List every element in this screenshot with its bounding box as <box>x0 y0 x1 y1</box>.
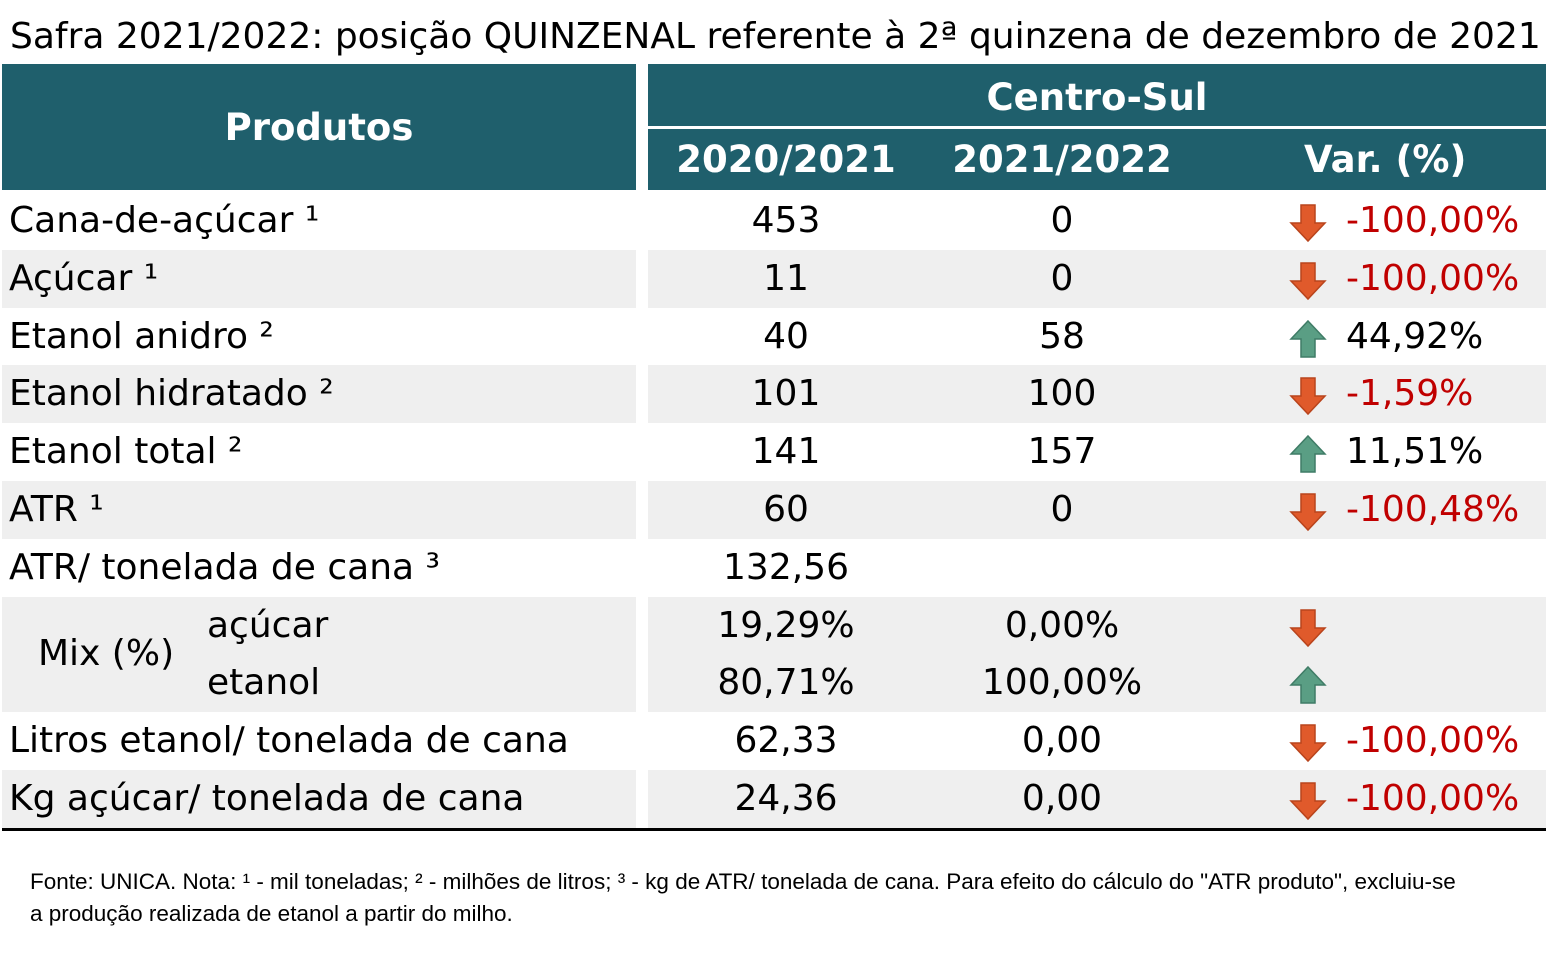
row-label: Cana-de-açúcar ¹ <box>9 200 320 241</box>
row-label: ATR/ tonelada de cana ³ <box>9 546 440 588</box>
mix-value-2020: 80,71% <box>717 662 855 704</box>
row-after-1-bg-right <box>648 770 1546 828</box>
arrow-down-icon <box>1289 493 1327 532</box>
row-5-bg-right <box>648 481 1546 539</box>
header-region: Centro-Sul <box>648 64 1546 126</box>
mix-sub-label: etanol <box>207 662 321 704</box>
row-label: Etanol hidratado ² <box>9 373 334 415</box>
header-col-2020: 2020/2021 <box>648 129 924 190</box>
row-value-2021: 0,00 <box>1021 720 1103 762</box>
mix-value-2021: 100,00% <box>981 662 1143 704</box>
header-col-2021: 2021/2022 <box>924 129 1200 190</box>
arrow-down-icon <box>1289 204 1327 243</box>
row-value-2021: 100 <box>1027 373 1097 415</box>
source-note: Fonte: UNICA. Nota: ¹ - mil toneladas; ²… <box>30 869 1456 926</box>
row-variation: -100,00% <box>1346 200 1520 241</box>
arrow-up-icon <box>1289 435 1327 473</box>
row-label: Etanol total ² <box>9 431 243 473</box>
row-3-bg-left <box>2 365 636 424</box>
row-value-2020: 141 <box>751 431 821 473</box>
arrow-up-icon <box>1289 319 1327 358</box>
arrow-down-icon <box>1289 724 1327 763</box>
arrow-down-icon <box>1289 608 1327 647</box>
header-col-var-label: Var. (%) <box>1304 138 1467 181</box>
mix-bg-left <box>2 596 636 713</box>
row-label: Kg açúcar/ tonelada de cana <box>9 778 525 819</box>
header-region-label: Centro-Sul <box>986 75 1208 119</box>
page-title: Safra 2021/2022: posição QUINZENAL refer… <box>10 16 1541 57</box>
row-3-bg-right <box>648 365 1546 424</box>
row-value-2021: 58 <box>1039 315 1085 357</box>
row-variation: -100,48% <box>1346 489 1520 530</box>
table-bottom-rule <box>2 828 1546 831</box>
row-after-1-bg-left <box>2 770 636 828</box>
mix-label: Mix (%) <box>38 633 175 675</box>
row-variation: 11,51% <box>1346 431 1484 473</box>
row-value-2020: 62,33 <box>734 720 838 762</box>
row-value-2020: 453 <box>751 200 821 241</box>
row-variation: 44,92% <box>1346 315 1484 357</box>
arrow-down-icon <box>1289 262 1327 300</box>
arrow-down-icon <box>1289 377 1327 416</box>
header-col-2020-label: 2020/2021 <box>676 138 896 181</box>
row-label: Açúcar ¹ <box>9 257 159 299</box>
row-label: Etanol anidro ² <box>9 315 274 357</box>
row-value-2020: 11 <box>763 257 809 299</box>
row-variation: -100,00% <box>1346 720 1520 762</box>
row-5-bg-left <box>2 481 636 539</box>
row-variation: -100,00% <box>1346 778 1520 819</box>
row-value-2021: 0 <box>1050 489 1074 530</box>
mix-value-2020: 19,29% <box>717 604 855 646</box>
row-value-2020: 60 <box>763 489 809 530</box>
arrow-up-icon <box>1289 666 1327 705</box>
row-value-2020: 132,56 <box>723 546 849 588</box>
row-1-bg-left <box>2 249 636 308</box>
mix-value-2021: 0,00% <box>1004 604 1120 646</box>
row-1-bg-right <box>648 249 1546 308</box>
header-col-2021-label: 2021/2022 <box>952 138 1172 181</box>
header-col-var: Var. (%) <box>1200 129 1546 190</box>
row-label: ATR ¹ <box>9 489 104 530</box>
row-value-2021: 0 <box>1050 257 1074 299</box>
row-value-2021: 157 <box>1027 431 1097 473</box>
header-produtos: Produtos <box>2 64 636 190</box>
row-value-2020: 40 <box>763 315 809 357</box>
row-value-2021: 0 <box>1050 200 1074 241</box>
row-value-2020: 101 <box>751 373 821 415</box>
row-variation: -100,00% <box>1346 257 1520 299</box>
row-label: Litros etanol/ tonelada de cana <box>9 720 569 762</box>
row-variation: -1,59% <box>1346 373 1474 415</box>
mix-bg-right <box>648 596 1546 713</box>
header-produtos-label: Produtos <box>224 105 414 149</box>
header-divider <box>648 126 1546 129</box>
row-value-2021: 0,00 <box>1021 778 1103 819</box>
arrow-down-icon <box>1289 782 1327 821</box>
mix-sub-label: açúcar <box>207 604 329 646</box>
row-value-2020: 24,36 <box>734 778 838 819</box>
